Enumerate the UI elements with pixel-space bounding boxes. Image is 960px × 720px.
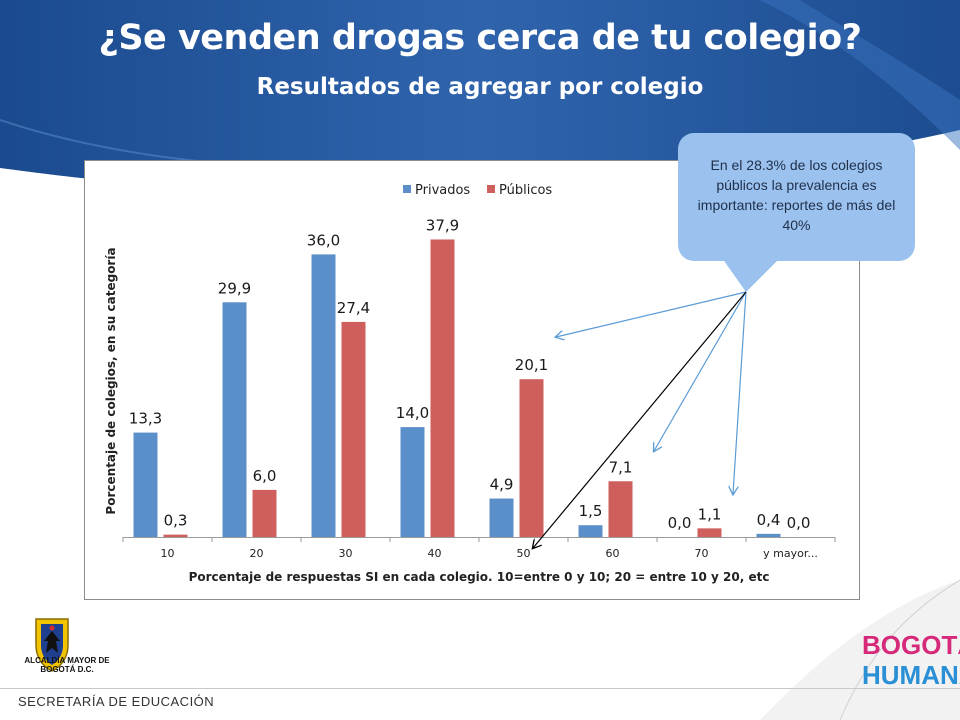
- bar-publicos: [163, 534, 188, 537]
- x-tick-label: 50: [517, 547, 531, 560]
- data-label: 4,9: [490, 476, 514, 494]
- x-tick-label: y mayor...: [763, 547, 818, 560]
- page-subtitle: Resultados de agregar por colegio: [256, 74, 704, 100]
- data-label: 36,0: [307, 231, 340, 249]
- bar-publicos: [252, 489, 277, 537]
- bar-publicos: [697, 528, 722, 537]
- data-label: 14,0: [396, 404, 429, 422]
- logo-right-line1: BOGOTÁ: [862, 630, 960, 660]
- page-title: ¿Se venden drogas cerca de tu colegio?: [98, 18, 862, 58]
- x-tick-label: 30: [339, 547, 353, 560]
- data-label: 37,9: [426, 216, 459, 234]
- legend-swatch-privados: [403, 185, 411, 193]
- coat-of-arms-icon: [35, 618, 69, 672]
- logo-right-line2: HUMANA: [862, 660, 960, 690]
- bar-publicos: [519, 379, 544, 537]
- legend-swatch-publicos: [487, 185, 495, 193]
- bar-publicos: [341, 321, 366, 537]
- x-tick-label: 10: [161, 547, 175, 560]
- x-tick-label: 20: [250, 547, 264, 560]
- x-axis-title: Porcentaje de respuestas SI en cada cole…: [189, 570, 770, 584]
- legend-label-publicos: Públicos: [499, 183, 552, 198]
- data-label: 27,4: [337, 299, 370, 317]
- data-label: 1,1: [698, 505, 722, 523]
- bar-publicos: [430, 239, 455, 538]
- data-label: 1,5: [579, 502, 603, 520]
- bar-publicos: [608, 481, 633, 537]
- bar-privados: [400, 427, 425, 537]
- bar-privados: [489, 498, 514, 537]
- logo-left-text: ALCALDÍA MAYOR DE BOGOTÁ D.C.: [24, 656, 110, 674]
- callout-box: En el 28.3% de los colegios públicos la …: [678, 133, 915, 261]
- data-label: 6,0: [253, 467, 277, 485]
- bar-privados: [222, 302, 247, 537]
- footer-divider: [0, 688, 960, 689]
- x-tick-label: 40: [428, 547, 442, 560]
- footer-text: SECRETARÍA DE EDUCACIÓN: [18, 694, 215, 709]
- bar-privados: [756, 533, 781, 537]
- data-label: 0,0: [668, 514, 692, 532]
- x-tick-label: 60: [606, 547, 620, 560]
- bar-privados: [578, 525, 603, 537]
- data-label: 29,9: [218, 279, 251, 297]
- data-label: 20,1: [515, 356, 548, 374]
- data-label: 0,4: [757, 511, 781, 529]
- data-label: 0,0: [787, 514, 811, 532]
- bar-privados: [311, 254, 336, 537]
- logo-bogota-humana: BOGOTÁ HUMANA: [862, 630, 960, 690]
- legend-label-privados: Privados: [415, 183, 470, 198]
- x-tick-label: 70: [695, 547, 709, 560]
- data-label: 0,3: [164, 512, 188, 530]
- data-label: 13,3: [129, 410, 162, 428]
- y-axis-title: Porcentaje de colegios, en su categoría: [104, 247, 118, 514]
- bar-privados: [133, 432, 158, 537]
- data-label: 7,1: [609, 458, 633, 476]
